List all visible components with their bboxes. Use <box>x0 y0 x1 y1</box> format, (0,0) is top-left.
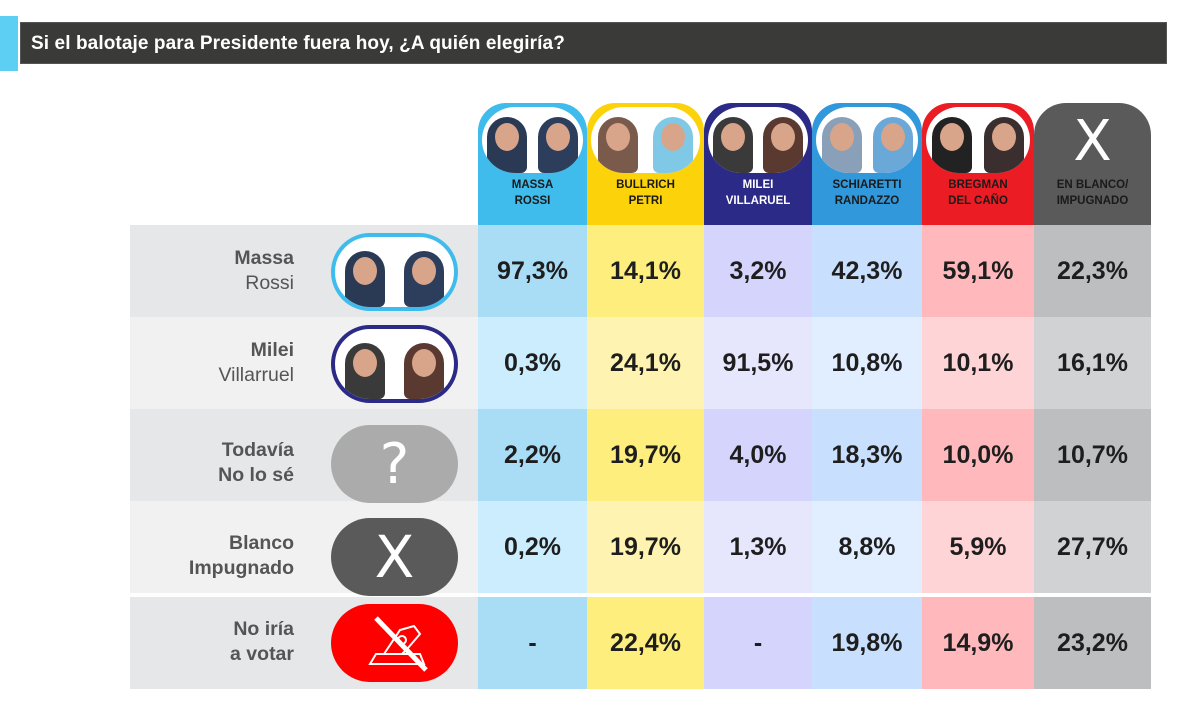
massa-rossi-photo-icon <box>482 107 583 173</box>
column-header-bregman-del-cano: BREGMAN DEL CAÑO <box>922 103 1034 225</box>
cell-no-iria-bullrich: 22,4% <box>587 597 704 689</box>
cell-blanco-impugnado-bullrich: 19,7% <box>587 501 704 593</box>
cell-blanco-impugnado-massa: 0,2% <box>478 501 587 593</box>
milei-villaruel-photo-icon <box>708 107 808 173</box>
cell-no-iria-massa: - <box>478 597 587 689</box>
column-header-milei-villaruel: MILEI VILLARUEL <box>704 103 812 225</box>
column-label-line1: EN BLANCO/ <box>1056 179 1129 191</box>
cell-milei-villarruel-schiaretti: 10,8% <box>812 317 922 409</box>
cell-blanco-impugnado-blanco: 27,7% <box>1034 501 1151 593</box>
row-label-massa-rossi: Massa Rossi <box>130 246 294 296</box>
row-label-line2: Impugnado <box>188 557 294 579</box>
row-label-line2: a votar <box>230 643 294 665</box>
title-bar: Si el balotaje para Presidente fuera hoy… <box>20 22 1167 64</box>
title-accent-bar <box>0 16 18 71</box>
row-label-line1: Milei <box>250 339 294 361</box>
cell-massa-rossi-blanco: 22,3% <box>1034 225 1151 317</box>
column-header-massa-rossi: MASSA ROSSI <box>478 103 587 225</box>
row-label-line2: Villarruel <box>218 364 294 386</box>
column-label-line2: ROSSI <box>514 195 551 207</box>
column-label-line2: RANDAZZO <box>834 195 900 207</box>
row-label-todavia-no-lo-se: Todavía No lo sé <box>130 438 294 488</box>
row-label-line1: Todavía <box>221 439 294 461</box>
cell-todavia-milei: 4,0% <box>704 409 812 501</box>
cell-blanco-impugnado-bregman: 5,9% <box>922 501 1034 593</box>
column-label-line2: VILLARUEL <box>725 195 791 207</box>
cell-no-iria-schiaretti: 19,8% <box>812 597 922 689</box>
ballot-box-crossed-icon <box>367 616 428 672</box>
column-label-line1: MILEI <box>742 179 774 191</box>
row-label-line1: Massa <box>234 247 294 269</box>
cell-todavia-blanco: 10,7% <box>1034 409 1151 501</box>
row-label-blanco-impugnado: Blanco Impugnado <box>130 531 294 581</box>
column-label-line1: SCHIARETTI <box>832 179 902 191</box>
cell-milei-villarruel-blanco: 16,1% <box>1034 317 1151 409</box>
row-label-line2: Rossi <box>245 272 294 294</box>
no-vote-ballot-icon <box>331 604 458 682</box>
cell-blanco-impugnado-milei: 1,3% <box>704 501 812 593</box>
column-label-line2: IMPUGNADO <box>1056 195 1129 207</box>
cell-todavia-massa: 2,2% <box>478 409 587 501</box>
column-label-line1: MASSA <box>511 179 554 191</box>
cell-milei-villarruel-bullrich: 24,1% <box>587 317 704 409</box>
x-icon: X <box>1073 109 1112 174</box>
milei-villarruel-photo-icon <box>331 325 458 403</box>
x-icon: X <box>331 518 458 596</box>
column-label-line1: BULLRICH <box>616 179 675 191</box>
column-label-line2: DEL CAÑO <box>948 195 1008 207</box>
column-label-line2: PETRI <box>628 195 663 207</box>
row-label-milei-villarruel: Milei Villarruel <box>130 338 294 388</box>
row-label-no-iria-a-votar: No iría a votar <box>130 617 294 667</box>
cell-massa-rossi-bullrich: 14,1% <box>587 225 704 317</box>
row-label-line2: No lo sé <box>218 464 294 486</box>
row-label-line1: Blanco <box>228 532 294 554</box>
column-header-bullrich-petri: BULLRICH PETRI <box>587 103 704 225</box>
cell-milei-villarruel-massa: 0,3% <box>478 317 587 409</box>
massa-rossi-photo-icon <box>331 233 458 311</box>
cell-massa-rossi-schiaretti: 42,3% <box>812 225 922 317</box>
cell-massa-rossi-massa: 97,3% <box>478 225 587 317</box>
chart-title: Si el balotaje para Presidente fuera hoy… <box>31 33 565 54</box>
cell-milei-villarruel-bregman: 10,1% <box>922 317 1034 409</box>
cell-todavia-schiaretti: 18,3% <box>812 409 922 501</box>
cell-blanco-impugnado-schiaretti: 8,8% <box>812 501 922 593</box>
column-header-en-blanco-impugnado: X EN BLANCO/IMPUGNADO <box>1034 103 1151 225</box>
cell-no-iria-milei: - <box>704 597 812 689</box>
cell-no-iria-bregman: 14,9% <box>922 597 1034 689</box>
x-glyph: X <box>374 523 415 591</box>
cell-massa-rossi-milei: 3,2% <box>704 225 812 317</box>
cell-milei-villarruel-milei: 91,5% <box>704 317 812 409</box>
column-header-schiaretti-randazzo: SCHIARETTI RANDAZZO <box>812 103 922 225</box>
question-mark-icon: ? <box>331 425 458 503</box>
bullrich-petri-photo-icon <box>591 107 700 173</box>
cell-massa-rossi-bregman: 59,1% <box>922 225 1034 317</box>
column-label-line1: BREGMAN <box>948 179 1008 191</box>
schiaretti-randazzo-photo-icon <box>816 107 918 173</box>
bregman-del-cano-photo-icon <box>926 107 1030 173</box>
cell-todavia-bullrich: 19,7% <box>587 409 704 501</box>
row-label-line1: No iría <box>233 618 294 640</box>
cell-todavia-bregman: 10,0% <box>922 409 1034 501</box>
cell-no-iria-blanco: 23,2% <box>1034 597 1151 689</box>
